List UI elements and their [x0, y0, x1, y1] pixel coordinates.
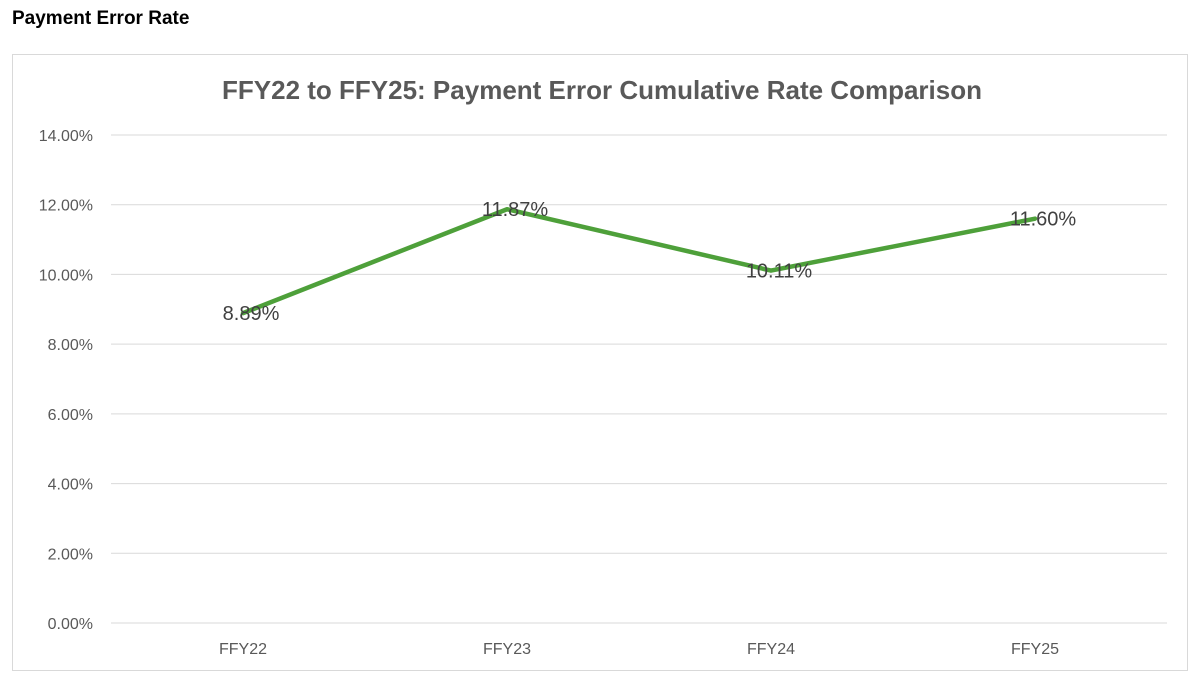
x-tick-label: FFY24 [747, 641, 795, 658]
gridlines [111, 134, 1167, 624]
line-chart: FFY22 to FFY25: Payment Error Cumulative… [39, 75, 1167, 658]
y-tick-label: 14.00% [39, 128, 93, 145]
y-axis-tick-labels: 0.00% 2.00% 4.00% 6.00% 8.00% 10.00% 12.00% 14.… [39, 128, 93, 633]
y-tick-label: 8.00% [48, 337, 93, 354]
y-tick-label: 6.00% [48, 407, 93, 424]
data-label: 10.11% [746, 261, 813, 283]
y-tick-label: 4.00% [48, 477, 93, 494]
series-line [240, 206, 1038, 316]
data-label: 11.60% [1010, 209, 1077, 231]
x-tick-label: FFY23 [483, 641, 531, 658]
data-label: 8.89% [223, 303, 280, 325]
y-tick-label: 12.00% [39, 198, 93, 215]
chart-title: FFY22 to FFY25: Payment Error Cumulative… [222, 75, 982, 105]
chart-area: FFY22 to FFY25: Payment Error Cumulative… [12, 54, 1188, 671]
y-tick-label: 10.00% [39, 267, 93, 284]
x-tick-label: FFY22 [219, 641, 267, 658]
data-labels: 8.89% 11.87% 10.11% 11.60% [223, 199, 1077, 325]
data-label: 11.87% [482, 199, 549, 221]
section-title: Payment Error Rate [12, 8, 190, 29]
y-tick-label: 2.00% [48, 546, 93, 563]
y-tick-label: 0.00% [48, 616, 93, 633]
x-tick-label: FFY25 [1011, 641, 1059, 658]
series-line [240, 206, 1038, 316]
x-axis-tick-labels: FFY22 FFY23 FFY24 FFY25 [219, 641, 1059, 658]
